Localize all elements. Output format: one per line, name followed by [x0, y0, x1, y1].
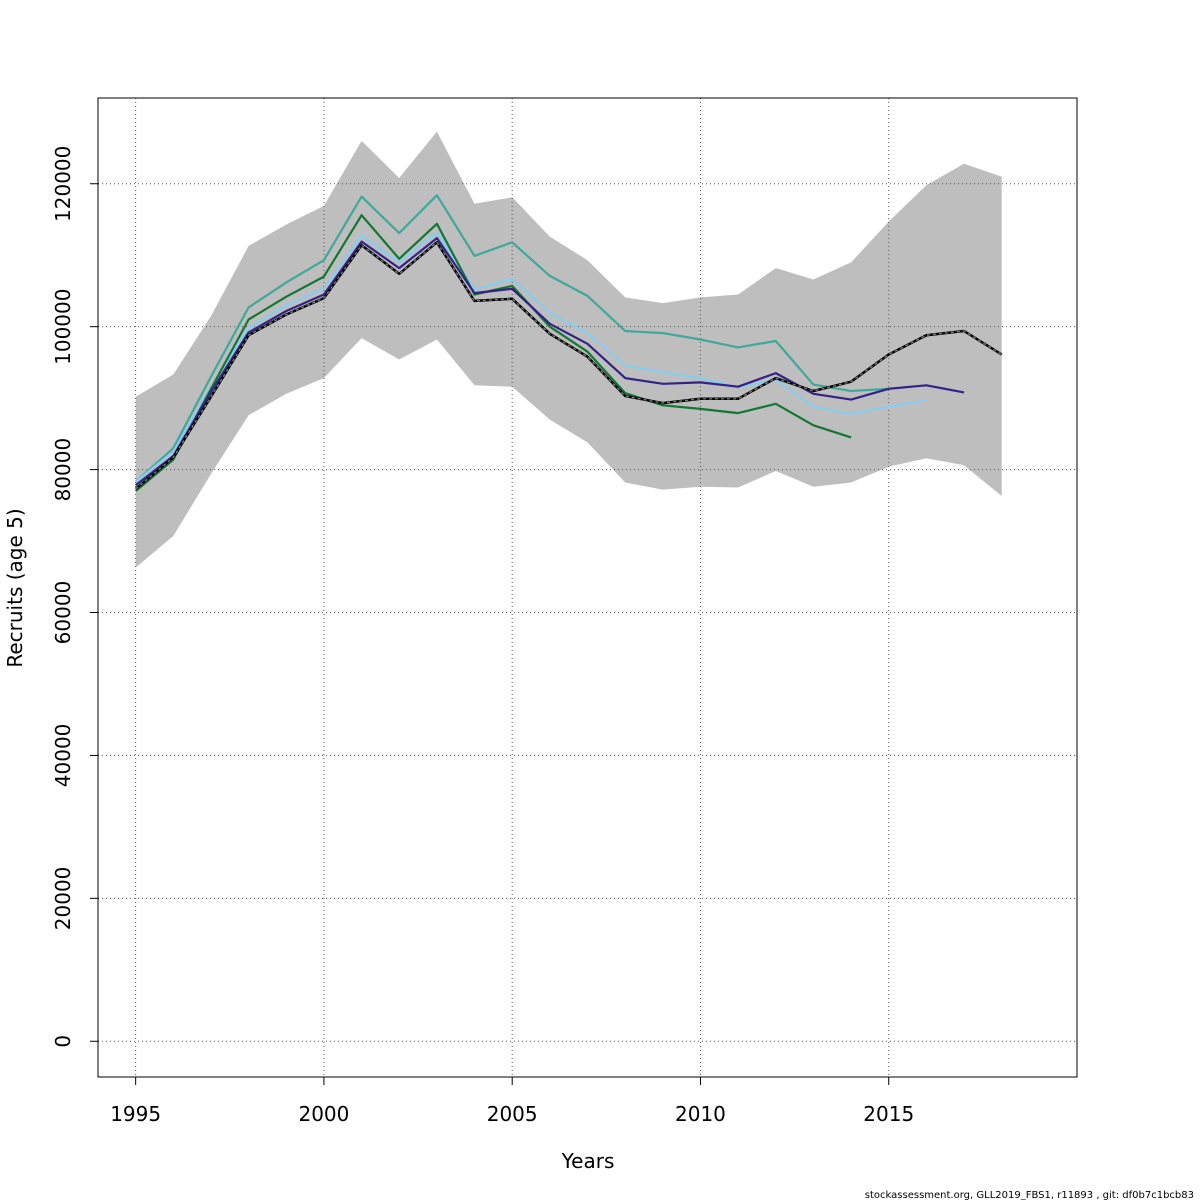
x-tick-label: 2000: [298, 1102, 349, 1126]
y-tick-label: 80000: [51, 438, 75, 502]
y-tick-label: 60000: [51, 581, 75, 645]
series-line-3: [135, 237, 965, 487]
y-axis-title: Recruits (age 5): [3, 508, 27, 667]
series-line-1: [135, 231, 927, 483]
series-line-0: [134, 194, 889, 483]
footer-credit: stockassessment.org, GLL2019_FBS1, r1189…: [865, 1190, 1194, 1200]
x-tick-label: 2015: [863, 1102, 914, 1126]
plot-frame: [97, 97, 1078, 1078]
series-layer: [134, 194, 1003, 492]
y-axis: 0 20000 40000 60000 80000 100000 120000: [51, 146, 98, 1048]
y-tick-label: 0: [51, 1035, 75, 1048]
x-axis-title: Years: [561, 1149, 615, 1173]
y-tick-label: 100000: [51, 289, 75, 365]
y-tick-label: 40000: [51, 724, 75, 788]
x-tick-label: 2005: [487, 1102, 538, 1126]
confidence-band-layer: [135, 131, 1002, 568]
y-tick-label: 120000: [51, 146, 75, 222]
x-tick-label: 2010: [675, 1102, 726, 1126]
x-axis: 1995 2000 2005 2010 2015: [110, 1077, 914, 1126]
confidence-band: [135, 131, 1002, 568]
series-line-4-dash: [135, 241, 1003, 490]
y-tick-label: 20000: [51, 867, 75, 931]
x-tick-label: 1995: [110, 1102, 161, 1126]
